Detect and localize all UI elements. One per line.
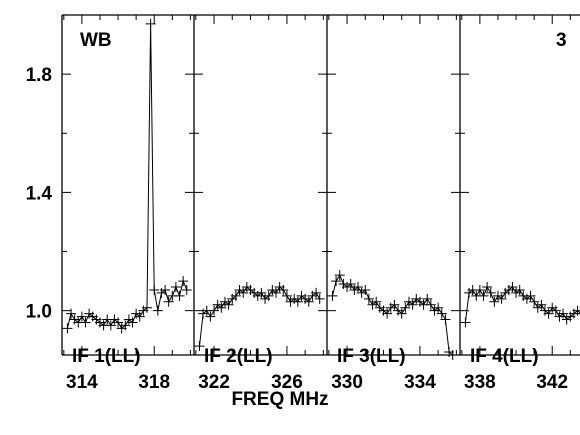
panel-4-data-point	[536, 299, 547, 310]
panel-2-x-tick-label: 322	[198, 372, 230, 393]
panel-1-data-point	[178, 276, 189, 287]
panel-3-data-point	[396, 308, 407, 319]
panel-4-x-tick-label: 338	[464, 372, 496, 393]
panel-1-data-point	[134, 311, 145, 322]
panel-3-data-point	[371, 296, 382, 307]
panel-2-data-point	[238, 287, 249, 298]
panel-1-data-point	[66, 308, 77, 319]
axis-ticks	[62, 15, 571, 355]
panel-2-data-point	[256, 287, 267, 298]
panel-3-data-point	[447, 350, 458, 360]
panel-3-if-label: IF 3(LL)	[337, 346, 406, 367]
panel-4-series-line	[464, 285, 580, 323]
chart-title: WB	[80, 30, 112, 51]
panel-3-data-point	[331, 276, 342, 287]
panel-frames	[61, 14, 580, 356]
x-axis-label: FREQ MHz	[231, 389, 328, 410]
panel-4-data-point	[558, 308, 569, 319]
panel-1-data-point	[145, 18, 156, 29]
panel-1-data-point	[127, 317, 138, 328]
label-layer: 314 318 IF 1(LL) 322 326 IF 2(LL) 330 334 IF 3(L…	[26, 65, 568, 393]
panel-1-data-point	[181, 284, 192, 295]
panel-4-data-point	[529, 296, 540, 307]
panel-4-data-point	[576, 313, 580, 315]
panel-2-data-point	[311, 287, 322, 298]
y-tick-label: 1.4	[26, 183, 53, 204]
panel-2-data-point	[303, 296, 314, 307]
panel-2-data-point	[230, 290, 241, 301]
series-layer	[62, 18, 580, 360]
panel-4-data-point	[460, 317, 471, 328]
panel-3-series-line	[332, 274, 454, 356]
panel-4-data-point	[485, 287, 496, 298]
panel-1-data-point	[120, 320, 131, 331]
panel-3-x-tick-label: 330	[331, 372, 363, 393]
panel-4-data-point	[474, 284, 485, 295]
panel-3-data-point	[407, 299, 418, 310]
panel-1-if-label: IF 1(LL)	[72, 346, 141, 367]
panel-3-data-point	[345, 279, 356, 290]
panel-3-data-point	[425, 299, 436, 310]
panel-1-data-point	[152, 305, 163, 316]
panel-3-data-point	[334, 270, 345, 281]
panel-1-x-tick-label: 318	[138, 372, 170, 393]
panel-2-series-line	[199, 286, 321, 347]
panel-1-data-point	[174, 290, 185, 301]
panel-2-data-point	[314, 293, 325, 304]
panel-1-data-point	[113, 317, 124, 328]
panel-1-data-point	[170, 282, 181, 292]
panel-4-data-point	[507, 282, 518, 292]
panel-4-data-point	[525, 290, 536, 301]
panel-3-data-point	[436, 308, 447, 319]
panel-2-data-point	[205, 311, 216, 322]
panel-2-if-label: IF 2(LL)	[204, 346, 273, 367]
panel-3-x-tick-label: 334	[404, 372, 436, 393]
panel-1-data-point	[149, 284, 160, 295]
panel-4-x-tick-label: 342	[536, 372, 568, 393]
panel-1-data-point	[62, 323, 73, 334]
panel-2-data-point	[281, 290, 292, 301]
panel-2-x-tick-label: 326	[271, 372, 303, 393]
panel-2-data-point	[263, 290, 274, 301]
panel-3-data-point	[433, 302, 444, 313]
panel-4-data-point	[496, 293, 507, 304]
panel-4-if-label: IF 4(LL)	[470, 346, 539, 367]
panel-1-data-point	[163, 296, 174, 307]
panel-3-data-point	[440, 314, 451, 325]
panel-4-data-point	[550, 305, 561, 316]
panel-1-data-point	[76, 311, 87, 322]
panel-4-data-point	[543, 308, 554, 319]
y-tick-label: 1.0	[26, 302, 52, 323]
panel-1-data-point	[80, 317, 91, 328]
panel-4-data-point	[489, 296, 500, 307]
panel-4-data-point	[514, 284, 525, 295]
panel-1-data-point	[141, 302, 152, 313]
panel-1-series-line	[66, 23, 188, 330]
panel-2-data-point	[223, 299, 234, 310]
panel-3-data-point	[327, 290, 338, 301]
panel-1-x-tick-label: 314	[66, 372, 98, 393]
panel-2-data-point	[270, 287, 281, 298]
panel-4-data-point	[478, 290, 489, 301]
panel-2-data-point	[216, 302, 227, 313]
page-number-label: 3	[556, 30, 567, 51]
panel-1-data-point	[160, 284, 171, 295]
panel-3-data-point	[422, 293, 433, 304]
panel-2-data-point	[209, 305, 220, 316]
panel-2-data-point	[278, 284, 289, 295]
panel-3-data-point	[400, 302, 411, 313]
panel-3-data-point	[360, 284, 371, 295]
panel-3-data-point	[363, 293, 374, 304]
panel-3-data-point	[389, 299, 400, 310]
panel-3-data-point	[352, 282, 363, 292]
panel-2-data-point	[194, 341, 205, 352]
y-tick-label: 1.8	[26, 65, 52, 86]
panel-2-data-point	[292, 296, 303, 307]
panel-1-data-point	[105, 320, 116, 331]
panel-4-data-point	[482, 282, 493, 292]
panel-3-data-point	[382, 308, 393, 319]
